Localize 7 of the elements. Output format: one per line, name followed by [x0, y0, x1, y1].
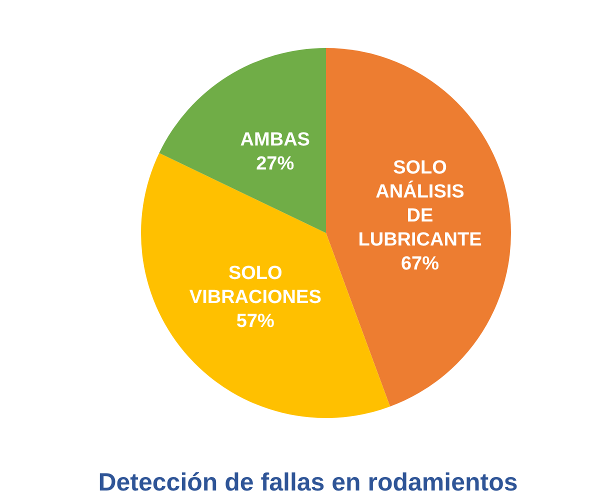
data-label: 67%	[400, 254, 440, 275]
slice-label: SOLO VIBRACIONES	[189, 262, 322, 308]
slice-label: SOLO ANÁLISIS DE LUBRICANTE	[358, 158, 482, 251]
slice-label: AMBAS	[240, 130, 310, 151]
data-label: 27%	[256, 154, 294, 175]
data-label: 57%	[236, 310, 275, 332]
text: Detección de fallas en rodamientos	[98, 468, 518, 496]
